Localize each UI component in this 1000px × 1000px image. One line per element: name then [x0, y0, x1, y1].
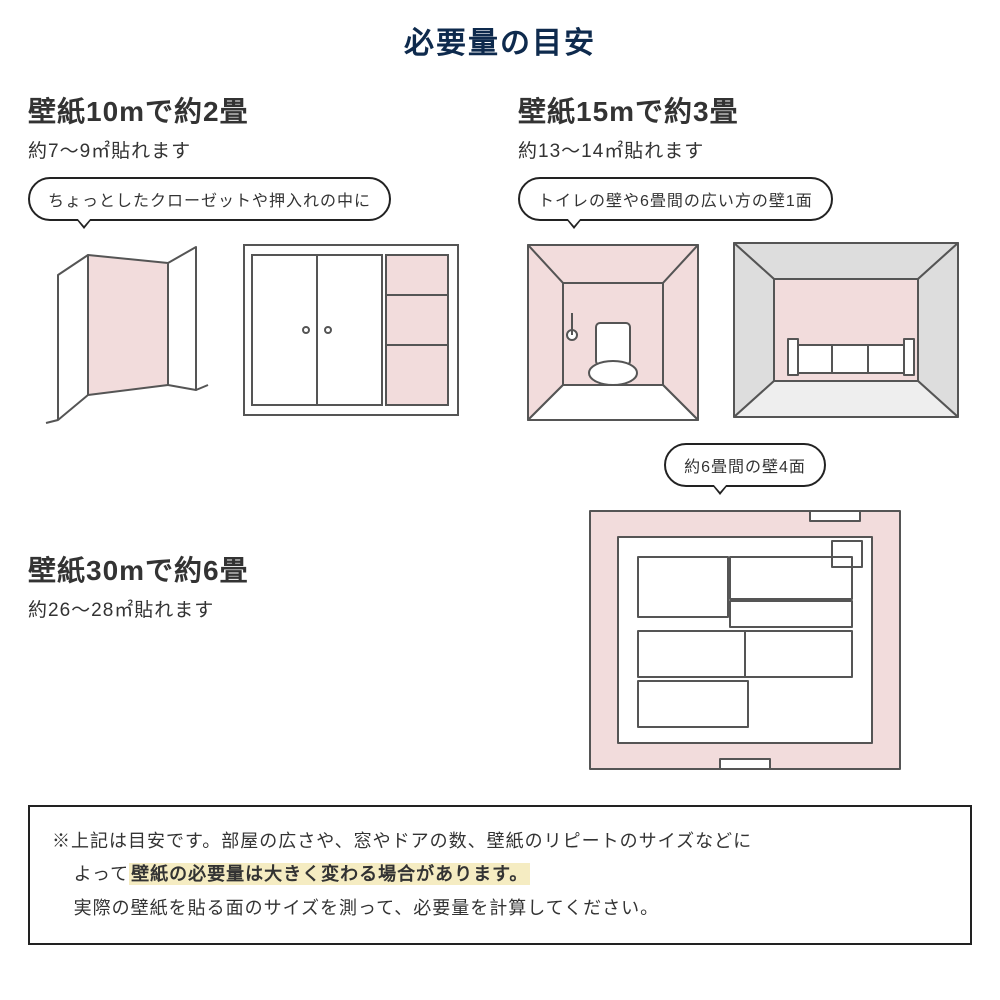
page-title: 必要量の目安 — [28, 18, 972, 62]
toilet-room-icon — [518, 235, 708, 425]
panel-15m: 壁紙15mで約3畳 約13〜14㎡貼れます トイレの壁や6畳間の広い方の壁1面 — [518, 90, 972, 425]
panel-30m-sub: 約26〜28㎡貼れます — [28, 595, 482, 622]
panel-10m-heading: 壁紙10mで約2畳 — [28, 90, 482, 130]
panel-30m: 壁紙30mで約6畳 約26〜28㎡貼れます — [28, 443, 482, 781]
cabinet-icon — [236, 235, 466, 425]
panel-room: 約6畳間の壁4面 — [518, 443, 972, 781]
panel-grid: 壁紙10mで約2畳 約7〜9㎡貼れます ちょっとしたクローゼットや押入れの中に — [28, 90, 972, 781]
panel-15m-bubble: トイレの壁や6畳間の広い方の壁1面 — [518, 177, 833, 221]
room-plan-icon — [580, 501, 910, 781]
panel-room-bubble: 約6畳間の壁4面 — [664, 443, 826, 487]
note-line1: ※上記は目安です。部屋の広さや、窓やドアの数、壁紙のリピートのサイズなどに — [52, 831, 752, 851]
note-line2a: よって — [74, 864, 130, 884]
panel-30m-heading: 壁紙30mで約6畳 — [28, 549, 482, 589]
living-wall-icon — [726, 235, 966, 425]
note-highlight: 壁紙の必要量は大きく変わる場合があります。 — [129, 863, 530, 885]
panel-10m: 壁紙10mで約2畳 約7〜9㎡貼れます ちょっとしたクローゼットや押入れの中に — [28, 90, 482, 425]
note-line3: 実際の壁紙を貼る面のサイズを測って、必要量を計算してください。 — [52, 892, 948, 925]
note-line2: よって壁紙の必要量は大きく変わる場合があります。 — [52, 858, 948, 891]
note-box: ※上記は目安です。部屋の広さや、窓やドアの数、壁紙のリピートのサイズなどに よっ… — [28, 805, 972, 945]
panel-10m-bubble: ちょっとしたクローゼットや押入れの中に — [28, 177, 391, 221]
panel-15m-sub: 約13〜14㎡貼れます — [518, 136, 972, 163]
closet-icon — [28, 235, 218, 425]
panel-15m-heading: 壁紙15mで約3畳 — [518, 90, 972, 130]
panel-10m-sub: 約7〜9㎡貼れます — [28, 136, 482, 163]
